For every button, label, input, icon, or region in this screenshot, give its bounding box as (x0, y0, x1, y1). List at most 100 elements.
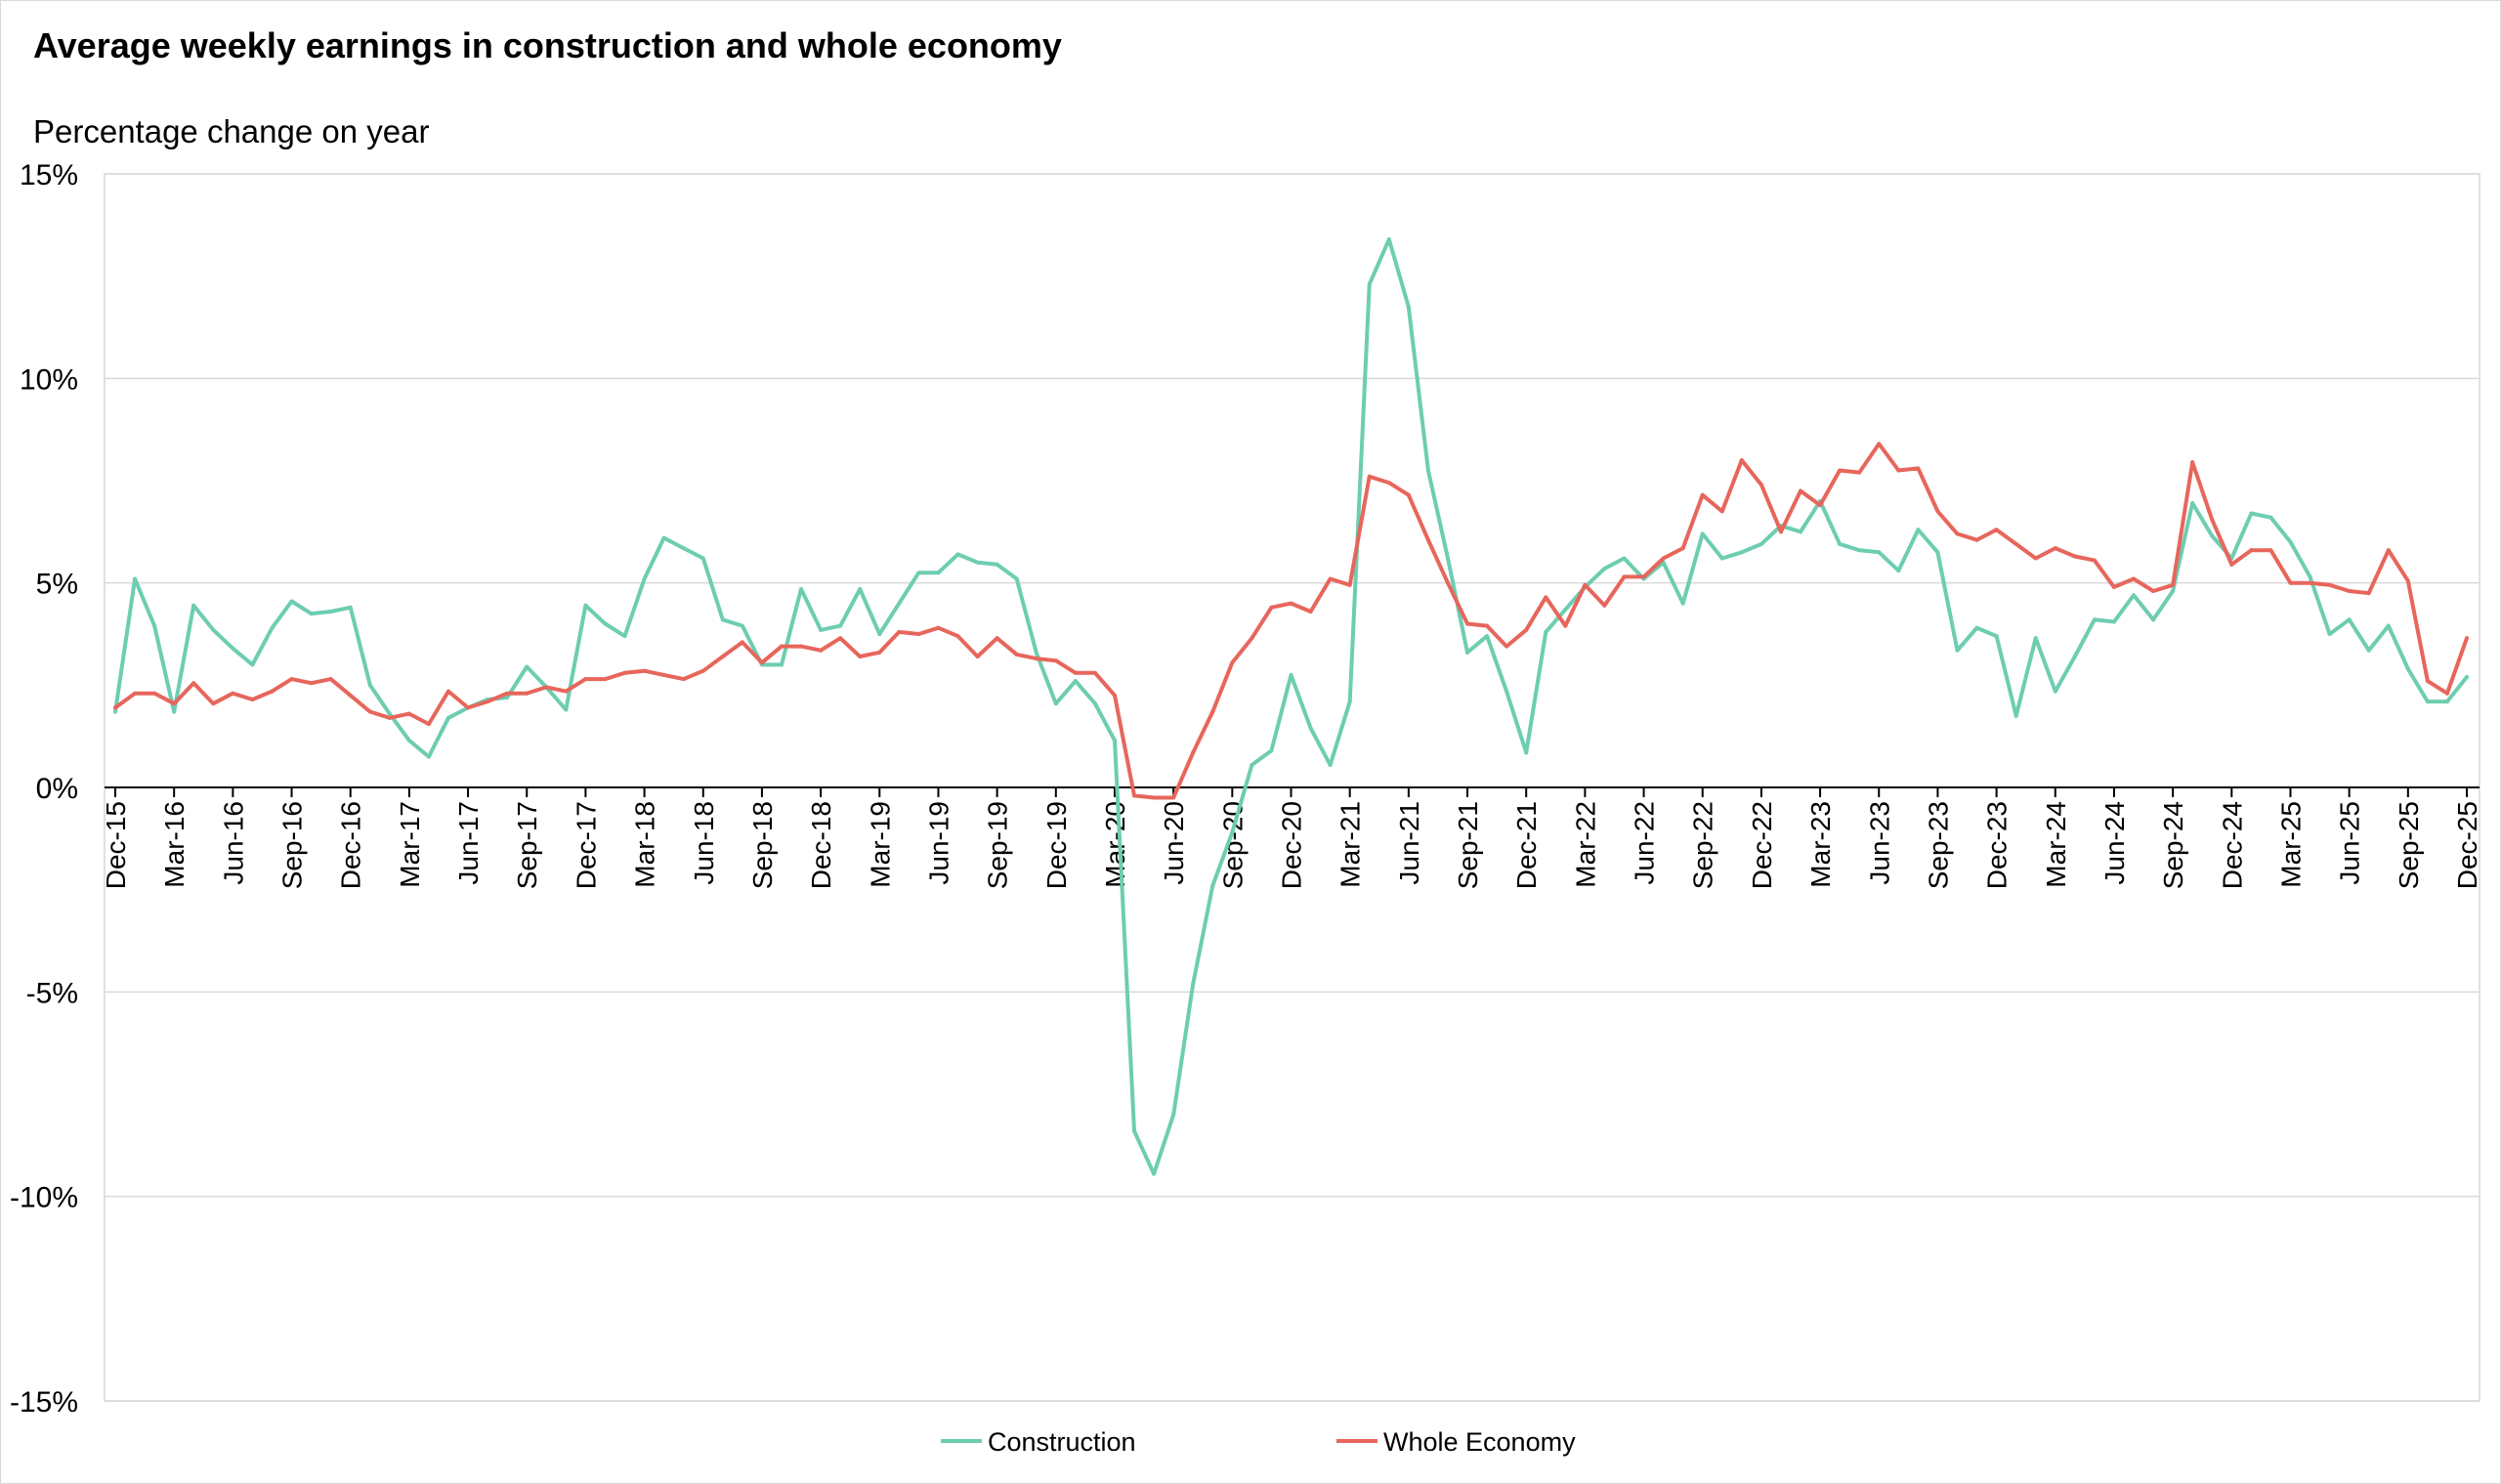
construction-point (740, 623, 744, 628)
whole-economy-point (544, 685, 549, 690)
construction-point (1759, 541, 1763, 546)
construction-point (1308, 726, 1313, 731)
construction-point (1563, 607, 1568, 612)
whole-economy-point (387, 715, 392, 720)
construction-point (2347, 617, 2352, 622)
x-tick-label: Dec-18 (806, 801, 836, 889)
whole-economy-point (838, 636, 843, 641)
whole-economy-point (231, 691, 235, 696)
whole-economy-point (799, 644, 804, 649)
whole-economy-point (1838, 468, 1843, 473)
whole-economy-point (2210, 517, 2215, 522)
x-tick-label: Mar-19 (865, 801, 895, 888)
whole-economy-point (406, 711, 411, 716)
whole-economy-point (1132, 793, 1137, 798)
whole-economy-point (955, 634, 960, 639)
whole-economy-point (1073, 670, 1078, 675)
construction-point (2014, 713, 2018, 718)
construction-point (916, 571, 921, 575)
construction-point (1857, 548, 1862, 553)
x-tick-label: Mar-23 (1805, 801, 1836, 888)
whole-economy-point (1505, 644, 1509, 649)
whole-economy-point (1739, 458, 1744, 463)
series-lines (113, 236, 2469, 1176)
x-tick-label: Jun-22 (1630, 801, 1660, 885)
whole-economy-point (328, 677, 333, 682)
construction-point (2386, 623, 2391, 628)
x-tick-label: Dec-24 (2217, 801, 2247, 889)
whole-economy-point (191, 681, 196, 686)
x-tick-label: Jun-19 (923, 801, 954, 885)
whole-economy-point (877, 650, 882, 655)
y-tick-label: -10% (10, 1182, 78, 1214)
construction-point (1347, 700, 1352, 704)
whole-economy-point (1641, 574, 1646, 579)
whole-economy-point (936, 625, 941, 630)
x-tick-label: Sep-20 (1217, 801, 1248, 889)
whole-economy-point (152, 691, 157, 696)
whole-economy-point (1406, 492, 1411, 497)
x-tick-label: Dec-21 (1511, 801, 1542, 889)
x-tick-label: Sep-23 (1923, 801, 1953, 889)
construction-point (858, 586, 863, 591)
whole-economy-point (289, 677, 294, 682)
whole-economy-point (564, 689, 569, 694)
construction-point (231, 646, 235, 651)
construction-point (1700, 531, 1705, 536)
construction-point (1386, 236, 1391, 241)
construction-point (1916, 528, 1921, 532)
x-tick-label: Dec-17 (571, 801, 601, 889)
whole-economy-point (1524, 627, 1529, 632)
x-tick-label: Jun-23 (1864, 801, 1894, 885)
whole-economy-point (1799, 488, 1803, 493)
x-tick-label: Mar-21 (1335, 801, 1366, 888)
construction-point (2092, 617, 2097, 622)
whole-economy-point (2308, 580, 2312, 585)
whole-economy-point (603, 677, 608, 682)
construction-point (367, 683, 372, 688)
construction-point (309, 612, 314, 616)
y-tick-label: 5% (36, 569, 78, 601)
whole-economy-point (1759, 483, 1763, 488)
construction-point (2268, 515, 2273, 520)
whole-economy-point (1014, 652, 1019, 657)
construction-point (2405, 666, 2410, 671)
whole-economy-point (2268, 548, 2273, 553)
construction-point (1505, 689, 1509, 694)
whole-economy-point (348, 693, 353, 698)
construction-point (1092, 701, 1097, 706)
whole-economy-point (2111, 584, 2116, 589)
construction-point (681, 546, 686, 551)
x-tick-label: Sep-16 (277, 801, 308, 889)
construction-point (583, 603, 588, 608)
whole-economy-point (1269, 605, 1274, 610)
x-tick-label: Mar-24 (2041, 801, 2071, 888)
construction-point (2151, 617, 2156, 622)
y-tick-label: 15% (20, 159, 78, 191)
whole-economy-point (1994, 528, 1999, 532)
construction-point (1719, 556, 1724, 561)
construction-point (1838, 541, 1843, 546)
whole-economy-point (2386, 548, 2391, 553)
whole-economy-point (367, 709, 372, 714)
x-tick-label: Jun-18 (689, 801, 719, 885)
construction-point (975, 560, 980, 565)
whole-economy-point (2053, 546, 2057, 551)
construction-point (2111, 619, 2116, 624)
whole-economy-point (1974, 537, 1979, 542)
construction-point (1152, 1171, 1157, 1176)
whole-economy-point (720, 655, 725, 659)
construction-point (1877, 550, 1882, 555)
construction-point (445, 715, 450, 720)
whole-economy-point (113, 705, 117, 710)
whole-economy-point (1230, 660, 1235, 665)
x-tick-label: Sep-25 (2394, 801, 2424, 889)
construction-point (211, 627, 216, 632)
x-axis: Dec-15 Mar-16 Jun-16 Sep-16 Dec-16 Mar-17 Jun-… (101, 786, 2482, 889)
x-tick-label: Jun-25 (2335, 801, 2365, 885)
whole-economy-point (1680, 546, 1685, 551)
x-tick-label: Dec-25 (2452, 801, 2482, 889)
whole-economy-point (2444, 691, 2449, 696)
x-tick-label: Dec-22 (1747, 801, 1777, 889)
construction-point (1191, 981, 1196, 986)
